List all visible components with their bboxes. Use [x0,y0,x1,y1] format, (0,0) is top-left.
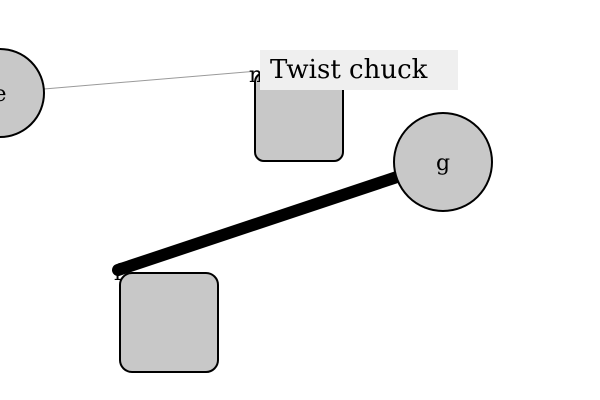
node-e-shape [0,48,45,138]
node-n-label: n [249,63,263,88]
edge-e-n [43,70,259,90]
node-g-label: g [436,151,450,176]
edge-g-f [112,170,406,276]
node-f-shape [119,272,219,373]
node-g[interactable]: g [393,112,493,212]
node-f[interactable]: f [114,261,219,373]
node-f-label: f [114,261,124,286]
tooltip: Twist chuck [260,50,458,90]
tooltip-text: Twist chuck [270,55,428,85]
node-e-label: e [0,82,7,107]
node-g-shape [393,112,493,212]
node-e[interactable]: e [0,48,45,138]
tooltip-background [260,50,458,90]
